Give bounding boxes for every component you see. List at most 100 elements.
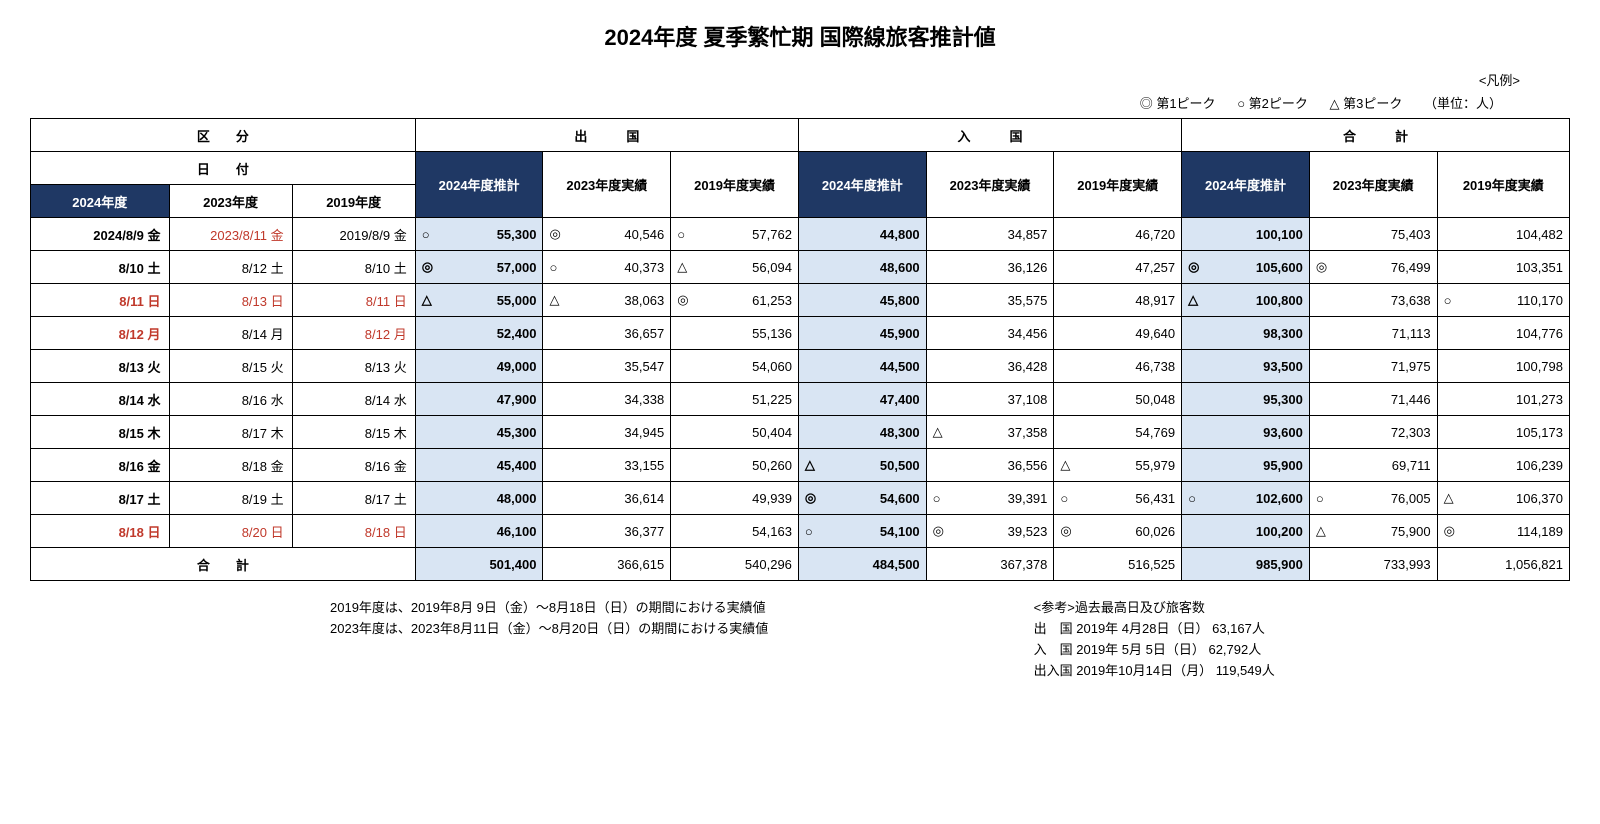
table-cell: 98,300	[1182, 317, 1310, 350]
hdr-dep-2019act: 2019年度実績	[671, 152, 799, 218]
table-cell: 985,900	[1182, 548, 1310, 581]
table-row: 8/12 月8/14 月8/12 月52,40036,65755,13645,9…	[31, 317, 1570, 350]
hdr-tot-2019act: 2019年度実績	[1437, 152, 1569, 218]
table-cell: 51,225	[671, 383, 799, 416]
date-2019: 8/17 土	[292, 482, 415, 515]
table-cell: 34,945	[543, 416, 671, 449]
table-cell: ○56,431	[1054, 482, 1182, 515]
table-cell: 540,296	[671, 548, 799, 581]
note-left-1: 2019年度は、2019年8月 9日（金）～8月18日（日）の期間における実績値	[330, 597, 974, 616]
table-cell: 49,640	[1054, 317, 1182, 350]
table-cell: △55,000	[415, 284, 543, 317]
table-cell: 516,525	[1054, 548, 1182, 581]
table-cell: 106,239	[1437, 449, 1569, 482]
hdr-arr-2023act: 2023年度実績	[926, 152, 1054, 218]
note-right-2: 入 国 2019年 5月 5日（日） 62,792人	[1034, 639, 1570, 658]
table-row: 8/17 土8/19 土8/17 土48,00036,61449,939◎54,…	[31, 482, 1570, 515]
date-2019: 8/13 火	[292, 350, 415, 383]
table-cell: 37,108	[926, 383, 1054, 416]
table-cell: 103,351	[1437, 251, 1569, 284]
table-cell: ○40,373	[543, 251, 671, 284]
date-2019: 2019/8/9 金	[292, 218, 415, 251]
table-cell: 47,257	[1054, 251, 1182, 284]
table-cell: 36,126	[926, 251, 1054, 284]
date-2019: 8/14 水	[292, 383, 415, 416]
date-2024: 8/18 日	[31, 515, 170, 548]
table-cell: 484,500	[798, 548, 926, 581]
table-cell: 35,547	[543, 350, 671, 383]
table-cell: 100,200	[1182, 515, 1310, 548]
table-cell: 54,769	[1054, 416, 1182, 449]
table-cell: 48,000	[415, 482, 543, 515]
table-cell: ○102,600	[1182, 482, 1310, 515]
table-cell: △38,063	[543, 284, 671, 317]
legend-label: <凡例>	[30, 70, 1570, 89]
table-cell: 36,657	[543, 317, 671, 350]
table-cell: 36,428	[926, 350, 1054, 383]
note-left-2: 2023年度は、2023年8月11日（金）～8月20日（日）の期間における実績値	[330, 618, 974, 637]
table-cell: 95,900	[1182, 449, 1310, 482]
table-cell: ◎105,600	[1182, 251, 1310, 284]
table-cell: ◎61,253	[671, 284, 799, 317]
date-2019: 8/11 日	[292, 284, 415, 317]
date-2024: 8/17 土	[31, 482, 170, 515]
hdr-arr-2019act: 2019年度実績	[1054, 152, 1182, 218]
table-cell: 46,100	[415, 515, 543, 548]
table-cell: △50,500	[798, 449, 926, 482]
table-cell: 501,400	[415, 548, 543, 581]
table-cell: 75,403	[1309, 218, 1437, 251]
table-cell: 50,048	[1054, 383, 1182, 416]
table-cell: 44,500	[798, 350, 926, 383]
table-cell: 105,173	[1437, 416, 1569, 449]
table-cell: 104,482	[1437, 218, 1569, 251]
table-cell: 46,738	[1054, 350, 1182, 383]
hdr-arr: 入 国	[798, 119, 1181, 152]
table-cell: 50,260	[671, 449, 799, 482]
table-cell: 45,400	[415, 449, 543, 482]
table-cell: 71,113	[1309, 317, 1437, 350]
table-cell: 35,575	[926, 284, 1054, 317]
table-row: 8/16 金8/18 金8/16 金45,40033,15550,260△50,…	[31, 449, 1570, 482]
table-cell: 45,900	[798, 317, 926, 350]
table-cell: △56,094	[671, 251, 799, 284]
hdr-total: 合 計	[1182, 119, 1570, 152]
table-cell: ◎60,026	[1054, 515, 1182, 548]
hdr-dep: 出 国	[415, 119, 798, 152]
table-cell: 46,720	[1054, 218, 1182, 251]
date-2023: 8/16 水	[169, 383, 292, 416]
table-row: 2024/8/9 金2023/8/11 金2019/8/9 金○55,300◎4…	[31, 218, 1570, 251]
table-cell: ○39,391	[926, 482, 1054, 515]
table-cell: 45,800	[798, 284, 926, 317]
table-cell: ◎40,546	[543, 218, 671, 251]
table-cell: 48,600	[798, 251, 926, 284]
date-2024: 8/10 土	[31, 251, 170, 284]
table-cell: 366,615	[543, 548, 671, 581]
table-cell: 48,917	[1054, 284, 1182, 317]
date-2024: 8/16 金	[31, 449, 170, 482]
date-2019: 8/15 木	[292, 416, 415, 449]
table-cell: 48,300	[798, 416, 926, 449]
note-right-3: 出入国 2019年10月14日（月） 119,549人	[1034, 660, 1570, 679]
total-row: 合 計501,400366,615540,296484,500367,37851…	[31, 548, 1570, 581]
note-right-title: <参考>過去最高日及び旅客数	[1034, 597, 1570, 616]
hdr-tot-2024est: 2024年度推計	[1182, 152, 1310, 218]
table-cell: 49,000	[415, 350, 543, 383]
legend-peak2: ○ 第2ピーク	[1237, 96, 1308, 111]
hdr-kubun: 区 分	[31, 119, 416, 152]
table-cell: 100,100	[1182, 218, 1310, 251]
table-cell: 71,446	[1309, 383, 1437, 416]
table-cell: ○55,300	[415, 218, 543, 251]
table-cell: 50,404	[671, 416, 799, 449]
table-cell: 34,456	[926, 317, 1054, 350]
date-2023: 8/15 火	[169, 350, 292, 383]
table-cell: 367,378	[926, 548, 1054, 581]
date-2024: 8/12 月	[31, 317, 170, 350]
table-cell: △37,358	[926, 416, 1054, 449]
table-cell: 93,600	[1182, 416, 1310, 449]
table-cell: 733,993	[1309, 548, 1437, 581]
table-cell: △55,979	[1054, 449, 1182, 482]
table-cell: 54,060	[671, 350, 799, 383]
table-row: 8/15 木8/17 木8/15 木45,30034,94550,40448,3…	[31, 416, 1570, 449]
date-2023: 8/19 土	[169, 482, 292, 515]
legend-row: ◎ 第1ピーク ○ 第2ピーク △ 第3ピーク （単位：人）	[30, 93, 1570, 112]
